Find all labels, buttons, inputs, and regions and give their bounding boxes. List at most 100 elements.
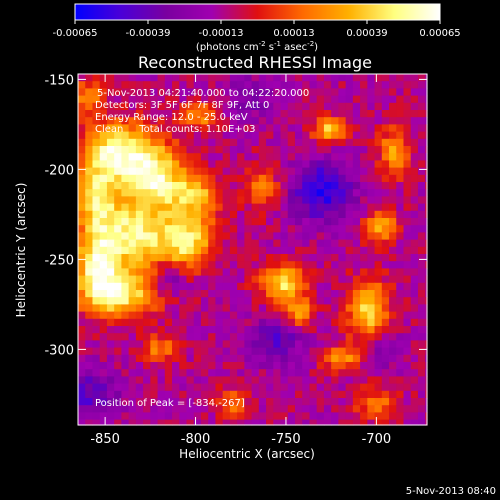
heatmap-cell xyxy=(316,153,325,161)
heatmap-cell xyxy=(323,347,332,356)
heatmap-cell xyxy=(135,390,144,399)
heatmap-cell xyxy=(425,405,428,413)
heatmap-cell xyxy=(417,167,426,176)
heatmap-cell xyxy=(417,333,426,341)
heatmap-cell xyxy=(410,102,419,111)
heatmap-cell xyxy=(273,326,282,334)
heatmap-cell xyxy=(258,110,267,118)
heatmap-cell xyxy=(352,419,361,426)
heatmap-cell xyxy=(396,196,405,205)
heatmap-cell xyxy=(222,304,231,313)
heatmap-cell xyxy=(367,95,376,104)
heatmap-cell xyxy=(193,254,202,262)
heatmap-cell xyxy=(237,131,245,140)
heatmap-cell xyxy=(309,347,318,356)
heatmap-cell xyxy=(208,239,217,248)
heatmap-cell xyxy=(244,146,253,154)
heatmap-cell xyxy=(309,369,318,377)
heatmap-cell xyxy=(389,412,397,421)
plot-frame xyxy=(77,73,428,426)
heatmap-cell xyxy=(396,290,405,298)
heatmap-cell xyxy=(331,160,339,169)
heatmap-cell xyxy=(338,412,347,421)
heatmap-cell xyxy=(302,74,311,82)
heatmap-cell xyxy=(128,218,137,226)
heatmap-cell xyxy=(338,203,347,212)
heatmap-cell xyxy=(99,275,108,284)
heatmap-cell xyxy=(374,354,383,363)
heatmap-cell xyxy=(208,318,217,327)
heatmap-cell xyxy=(128,174,137,183)
heatmap-cell xyxy=(251,261,260,269)
heatmap-cell xyxy=(150,246,159,255)
heatmap-cell xyxy=(92,88,101,97)
heatmap-cell xyxy=(381,167,390,176)
heatmap-cell xyxy=(157,196,166,205)
heatmap-cell xyxy=(425,347,428,356)
heatmap-cell xyxy=(237,225,245,233)
heatmap-cell xyxy=(92,290,101,298)
heatmap-cell xyxy=(309,131,318,140)
heatmap-cell xyxy=(266,189,274,197)
heatmap-cell xyxy=(237,297,245,305)
heatmap-cell xyxy=(92,225,101,233)
heatmap-cell xyxy=(237,110,245,118)
heatmap-cell xyxy=(381,398,390,406)
heatmap-cell xyxy=(186,218,195,226)
heatmap-cell xyxy=(186,153,195,161)
heatmap-cell xyxy=(403,369,412,377)
heatmap-cell xyxy=(273,390,282,399)
heatmap-cell xyxy=(193,182,202,190)
heatmap-cell xyxy=(345,347,354,356)
heatmap-cell xyxy=(78,390,86,399)
heatmap-cell xyxy=(294,261,303,269)
heatmap-cell xyxy=(316,340,325,349)
heatmap-cell xyxy=(425,311,428,320)
heatmap-cell xyxy=(208,412,217,421)
footer-timestamp: 5-Nov-2013 08:40 xyxy=(406,486,496,497)
heatmap-cell xyxy=(417,95,426,104)
heatmap-cell xyxy=(316,398,325,406)
info-annotations: 5-Nov-2013 04:21:40.000 to 04:22:20.000 … xyxy=(95,88,309,409)
heatmap-cell xyxy=(338,153,347,161)
heatmap-cell xyxy=(164,196,173,205)
heatmap-cell xyxy=(237,290,245,298)
heatmap-cell xyxy=(78,369,86,377)
heatmap-cell xyxy=(396,160,405,169)
heatmap-cell xyxy=(193,318,202,327)
heatmap-cell xyxy=(266,146,274,154)
heatmap-cell xyxy=(280,261,289,269)
heatmap-cell xyxy=(417,131,426,140)
heatmap-cell xyxy=(417,347,426,356)
heatmap-cell xyxy=(106,174,115,183)
heatmap-cell xyxy=(237,218,245,226)
heatmap-cell xyxy=(114,347,122,356)
heatmap-cell xyxy=(229,174,238,183)
heatmap-cell xyxy=(338,110,347,118)
heatmap-cell xyxy=(121,405,130,413)
heatmap-cell xyxy=(244,196,253,205)
heatmap-cell xyxy=(309,290,318,298)
heatmap-cell xyxy=(99,167,108,176)
heatmap-cell xyxy=(121,196,130,205)
heatmap-cell xyxy=(280,405,289,413)
heatmap-cell xyxy=(99,153,108,161)
heatmap-cell xyxy=(294,131,303,140)
heatmap-cell xyxy=(417,419,426,426)
heatmap-cell xyxy=(273,398,282,406)
heatmap-cell xyxy=(294,405,303,413)
heatmap-cell xyxy=(266,390,274,399)
heatmap-cell xyxy=(99,239,108,248)
heatmap-cell xyxy=(323,167,332,176)
heatmap-cell xyxy=(345,340,354,349)
heatmap-cell xyxy=(345,189,354,197)
heatmap-cell xyxy=(157,347,166,356)
heatmap-cell xyxy=(164,304,173,313)
heatmap-cell xyxy=(186,210,195,219)
heatmap-cell xyxy=(425,210,428,219)
heatmap-cell xyxy=(403,146,412,154)
heatmap-cell xyxy=(323,254,332,262)
heatmap-cell xyxy=(389,218,397,226)
heatmap-cell xyxy=(331,362,339,370)
heatmap-cell xyxy=(294,74,303,82)
